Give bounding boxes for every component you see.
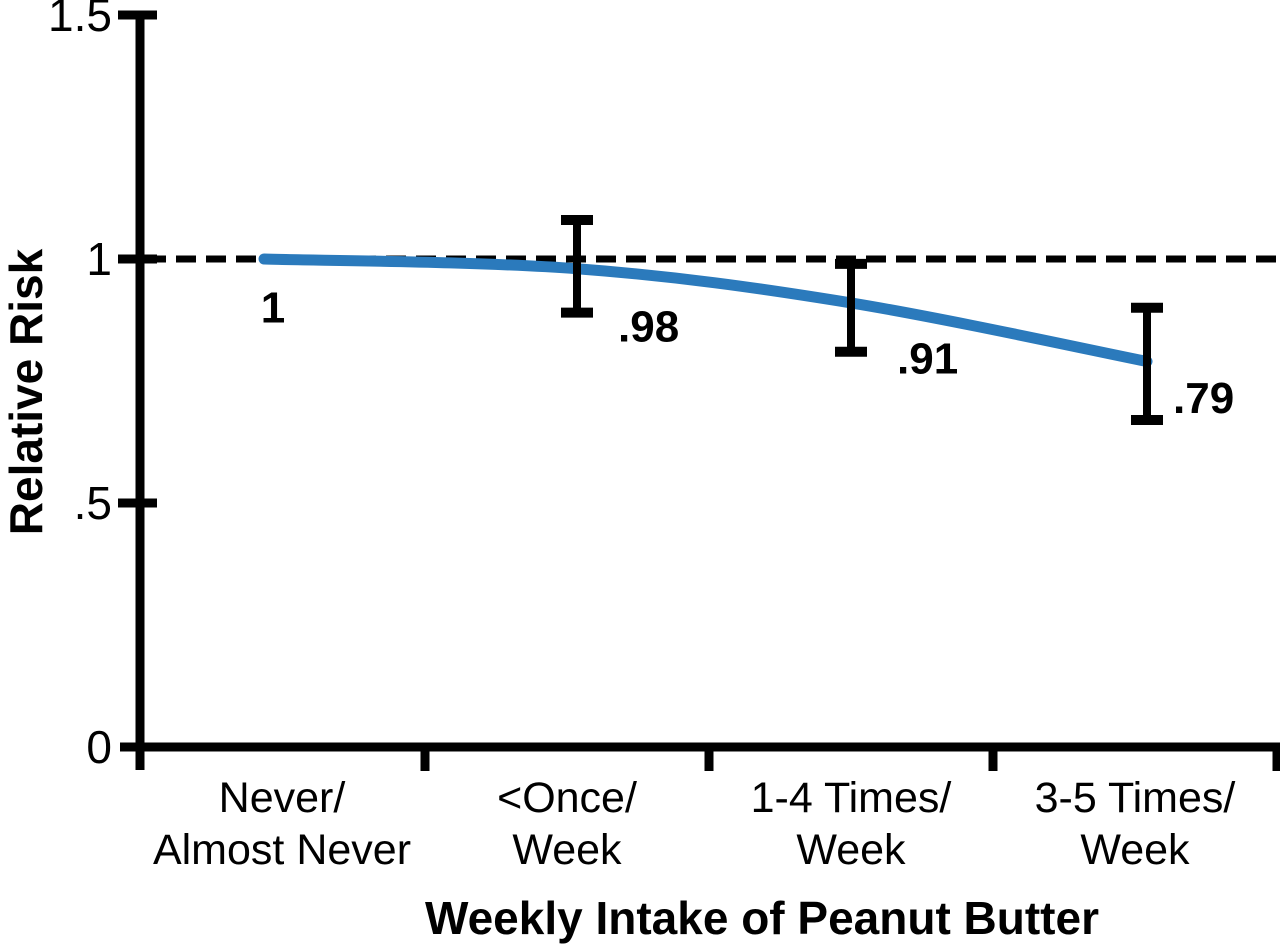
y-tick-label: 0 [86,721,112,773]
y-tick-label: 1.5 [48,0,112,41]
point-label: .91 [897,334,958,383]
x-category-label: Never/Almost Never [153,774,411,874]
risk-curve [258,253,1153,367]
point-label: .79 [1173,374,1234,423]
point-label: 1 [261,284,285,333]
x-category-label: 3-5 Times/Week [1035,774,1236,874]
point-label: .98 [618,302,679,351]
y-axis-title: Relative Risk [0,248,52,536]
x-category-label: <Once/Week [497,774,637,874]
y-tick-label: 1 [86,233,112,285]
x-axis-title: Weekly Intake of Peanut Butter [425,892,1099,944]
y-tick-label: .5 [74,477,112,529]
x-category-label: 1-4 Times/Week [751,774,952,874]
